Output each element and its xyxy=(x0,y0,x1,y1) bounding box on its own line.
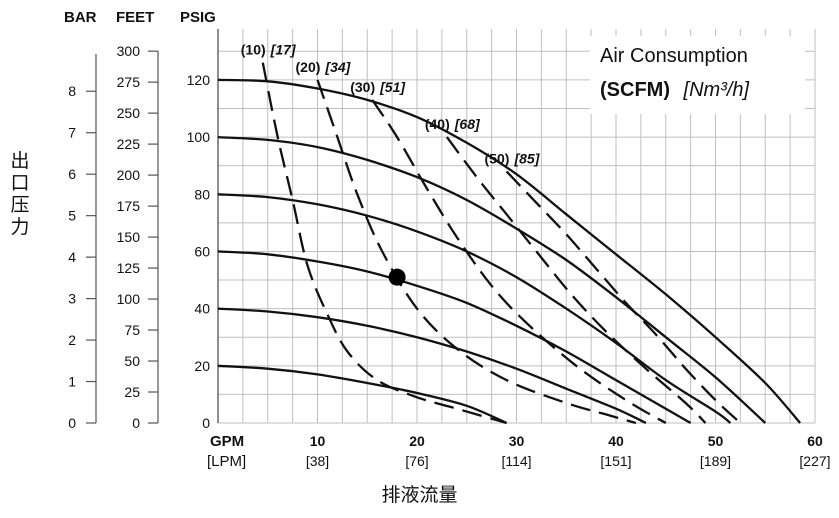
air-curve-label-scfm: (20) xyxy=(296,59,321,75)
feet-tick-label: 300 xyxy=(117,43,141,59)
air-curve-label-scfm: (40) xyxy=(425,116,450,132)
y-side-label: 出口压力 xyxy=(10,150,30,238)
air-consumption-curve xyxy=(261,62,507,425)
psig-tick-label: 120 xyxy=(187,72,211,88)
feet-axis-header: FEET xyxy=(116,9,154,26)
air-curve-label-metric: [51] xyxy=(379,79,406,95)
psig-tick-label: 60 xyxy=(194,243,210,259)
bar-tick-label: 2 xyxy=(68,332,76,348)
lpm-tick-label: [38] xyxy=(306,453,329,469)
air-consumption-curve xyxy=(445,136,707,424)
psig-tick-label: 100 xyxy=(187,129,211,145)
bar-tick-label: 5 xyxy=(68,208,76,224)
psig-tick-label: 80 xyxy=(194,186,210,202)
pressure-curves xyxy=(217,78,801,425)
feet-tick-label: 100 xyxy=(117,291,141,307)
gpm-tick-label: 40 xyxy=(608,433,624,449)
air-consumption-curve xyxy=(505,170,742,424)
lpm-tick-label: [151] xyxy=(600,453,631,469)
air-curve-label: (30) [51] xyxy=(350,79,406,95)
chart-title: Air Consumption xyxy=(600,45,748,67)
air-curve-label: (40) [68] xyxy=(425,116,481,132)
bar-tick-label: 0 xyxy=(68,415,76,431)
air-curve-label-metric: [68] xyxy=(454,116,481,132)
air-curve-label-metric: [34] xyxy=(324,59,351,75)
chart-subtitle-bold: (SCFM) xyxy=(600,79,670,101)
feet-tick-label: 175 xyxy=(117,198,141,214)
lpm-tick-label: [76] xyxy=(405,453,428,469)
pressure-curve xyxy=(217,307,647,425)
lpm-tick-label: [114] xyxy=(501,453,531,469)
feet-tick-label: 200 xyxy=(117,167,141,183)
lpm-tick-label: [227] xyxy=(799,453,830,469)
air-curve-label: (20) [34] xyxy=(296,59,352,75)
bar-axis-header: BAR xyxy=(64,9,97,26)
feet-tick-label: 75 xyxy=(124,322,140,338)
psig-tick-label: 20 xyxy=(194,358,210,374)
x-axis-label: 排液流量 xyxy=(381,484,458,506)
bar-tick-label: 3 xyxy=(68,291,76,307)
pressure-curve xyxy=(217,193,732,424)
air-curve-label-scfm: (50) xyxy=(485,150,510,166)
pressure-curve xyxy=(217,135,767,424)
gpm-tick-label: 10 xyxy=(310,433,326,449)
feet-tick-label: 250 xyxy=(117,105,141,121)
pressure-curve xyxy=(217,78,801,424)
pressure-curve xyxy=(217,364,508,425)
chart-subtitle-italic: [Nm³/h] xyxy=(683,79,750,101)
air-curve-label-metric: [85] xyxy=(513,150,540,166)
bar-tick-label: 8 xyxy=(68,83,76,99)
pressure-curve xyxy=(217,250,692,424)
lpm-tick-label: [189] xyxy=(700,453,731,469)
feet-tick-label: 225 xyxy=(117,136,141,152)
feet-tick-label: 0 xyxy=(132,415,140,431)
feet-tick-label: 25 xyxy=(124,384,140,400)
svg-text:(SCFM) [Nm³/h]: (SCFM) [Nm³/h] xyxy=(600,79,750,101)
psig-tick-label: 0 xyxy=(202,415,210,431)
air-consumption-curves xyxy=(261,62,742,425)
feet-tick-label: 150 xyxy=(117,229,141,245)
axes: 0204060801001200255075100125150175200225… xyxy=(68,29,831,469)
air-curve-label-scfm: (30) xyxy=(350,79,375,95)
psig-axis-header: PSIG xyxy=(180,9,216,26)
feet-tick-label: 125 xyxy=(117,260,141,276)
bar-tick-label: 4 xyxy=(68,249,76,265)
air-consumption-curve xyxy=(316,79,637,425)
gpm-tick-label: 50 xyxy=(708,433,724,449)
air-curve-label: (50) [85] xyxy=(485,150,541,166)
bar-tick-label: 6 xyxy=(68,166,76,182)
operating-point-marker xyxy=(388,268,406,286)
feet-tick-label: 50 xyxy=(124,353,140,369)
gpm-tick-label: 20 xyxy=(409,433,425,449)
air-curve-label-scfm: (10) xyxy=(241,42,266,58)
air-consumption-curve xyxy=(371,99,667,425)
bar-tick-label: 7 xyxy=(68,125,76,141)
gpm-unit-label: GPM xyxy=(210,433,244,450)
bar-tick-label: 1 xyxy=(68,374,76,390)
air-curve-label: (10) [17] xyxy=(241,42,297,58)
gpm-tick-label: 60 xyxy=(807,433,823,449)
lpm-unit-label: [LPM] xyxy=(207,453,246,470)
feet-tick-label: 275 xyxy=(117,74,141,90)
legend-box: Air Consumption (SCFM) [Nm³/h] xyxy=(590,36,805,114)
gpm-tick-label: 30 xyxy=(509,433,525,449)
air-curve-label-metric: [17] xyxy=(270,42,297,58)
psig-tick-label: 40 xyxy=(194,301,210,317)
chart-labels: (10) [17](20) [34] (30) [51] (40) [68] (50) [85] xyxy=(241,42,541,286)
